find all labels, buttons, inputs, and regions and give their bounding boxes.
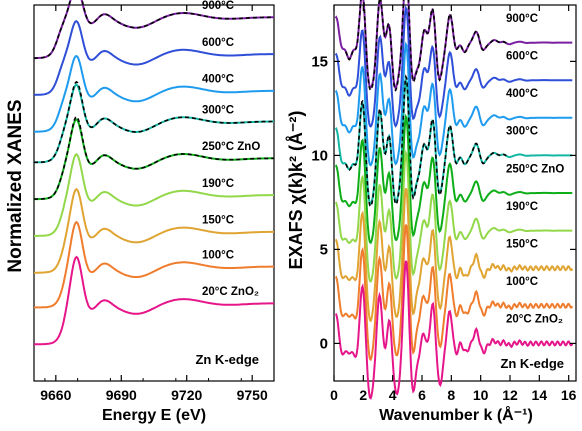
exafs-series-label: 900°C [506,13,538,25]
exafs-series-line [335,224,574,362]
exafs-x-tick-label: 16 [561,387,577,403]
xanes-x-ticks: 9660 9690 9720 9750 [40,5,268,403]
xanes-x-tick-label: 9690 [106,387,137,403]
exafs-series-line [335,187,574,323]
exafs-edge-annotation: Zn K-edge [500,356,564,371]
xanes-panel: 9660 9690 9720 9750 900°C 600°C 400°C 300°C 250… [5,0,275,424]
xanes-reference-dashed-line [34,80,274,164]
exafs-x-tick-label: 0 [330,387,338,403]
exafs-y-axis-label: EXAFS χ(k)k² (Å⁻²) [286,111,306,270]
xanes-series-line [34,54,274,133]
exafs-series-line [334,5,573,128]
xanes-x-tick-label: 9660 [40,387,71,403]
exafs-x-tick-label: 12 [502,387,518,403]
xanes-y-axis-label: Normalized XANES [5,99,26,272]
xanes-reference-dashed-line [34,0,274,59]
xanes-series-label: 250°C ZnO [202,141,260,153]
exafs-y-tick-label: 5 [320,241,328,258]
xanes-series-line [34,0,274,60]
exafs-y-tick-label: 15 [311,53,328,70]
exafs-plot-frame [333,4,577,382]
exafs-series-labels: 900°C 600°C 400°C 300°C 250°C ZnO 190°C 150°C 1… [506,13,564,326]
exafs-series-line [334,41,573,167]
xanes-series-label: 600°C [202,37,234,49]
xanes-x-tick-label: 9720 [171,387,202,403]
exafs-series-line [334,113,573,245]
xanes-x-tick-label: 9750 [237,387,268,403]
exafs-y-tick-label: 10 [311,147,328,164]
exafs-x-axis-label: Wavenumber k (Å⁻¹) [379,405,533,424]
xanes-series-line [34,220,274,309]
exafs-curves [334,0,574,400]
exafs-x-tick-label: 10 [473,387,489,403]
exafs-series-label: 250°C ZnO [506,163,564,175]
exafs-y-ticks: 0 5 10 15 [311,53,576,352]
exafs-x-tick-label: 8 [447,387,455,403]
exafs-series-label: 150°C [506,239,538,251]
exafs-reference-dashed-line [344,0,507,92]
xanes-series-label: 20°C ZnO₂ [202,286,259,298]
xanes-series-label: 100°C [202,249,234,261]
xanes-edge-annotation: Zn K-edge [195,352,259,367]
xanes-curves [34,0,274,346]
exafs-series-line [335,260,574,400]
xanes-series-label: 190°C [202,178,234,190]
xanes-series-line [34,153,274,237]
xanes-series-label: 300°C [202,104,234,116]
xanes-series-label: 400°C [202,74,234,86]
xanes-series-labels: 900°C 600°C 400°C 300°C 250°C ZnO 190°C 150°C 1… [202,0,260,298]
exafs-reference-dashed-line [345,74,507,208]
exafs-x-ticks: 0 2 4 6 8 10 12 14 16 [330,5,577,403]
exafs-panel: 0 2 4 6 8 10 12 14 16 0 5 10 15 900°C 600°C 400°C 300°… [286,0,577,424]
exafs-x-tick-label: 4 [389,387,397,403]
xanes-x-axis-label: Energy E (eV) [102,407,206,424]
exafs-series-label: 100°C [506,276,538,288]
exafs-x-tick-label: 2 [359,387,367,403]
xanes-series-line [34,118,274,201]
xanes-series-label: 150°C [202,215,234,227]
xanes-series-label: 900°C [202,0,234,12]
xanes-plot-frame [33,4,275,382]
exafs-series-label: 400°C [506,88,538,100]
exafs-series-label: 600°C [506,51,538,63]
exafs-series-line [334,149,573,283]
exafs-x-tick-label: 6 [418,387,426,403]
exafs-series-label: 20°C ZnO₂ [506,314,563,326]
xanes-series-line [34,255,274,346]
exafs-x-tick-label: 14 [532,387,548,403]
xanes-reference-dashed-line [34,115,274,200]
xanes-series-line [34,187,274,274]
exafs-series-label: 300°C [506,126,538,138]
xanes-series-line [34,20,274,96]
exafs-y-tick-label: 0 [320,335,328,352]
exafs-series-label: 190°C [506,201,538,213]
